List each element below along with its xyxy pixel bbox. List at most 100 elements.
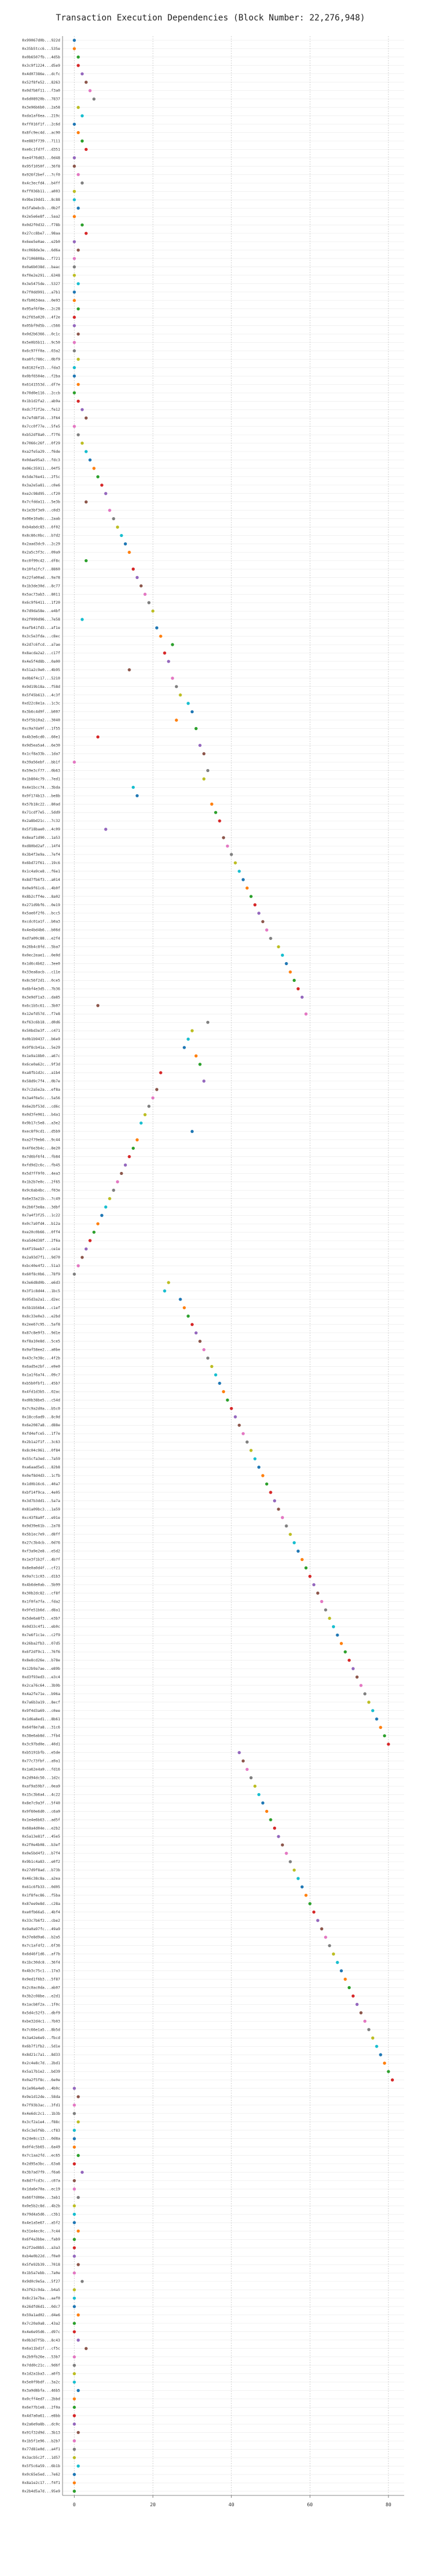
y-tick-label: 0x3a42e6e9...fbcd	[22, 2036, 61, 2040]
y-tick-label: 0x27c3b4cb...0d76	[22, 1541, 61, 1545]
data-point	[312, 1910, 316, 1914]
data-point	[84, 81, 88, 84]
data-point	[72, 122, 76, 126]
data-point	[159, 1071, 162, 1075]
y-tick-label: 0x4e4bd4b6...b06d	[22, 928, 61, 933]
data-point	[76, 2388, 80, 2393]
data-point	[222, 1390, 226, 1393]
data-point	[81, 618, 84, 621]
y-tick-label: 0x2b6f3e8a...3dbf	[22, 1205, 61, 1209]
y-tick-label: 0x60f8c0b6...78f9	[22, 1272, 61, 1277]
y-tick-label: 0x9d19b18a...f58d	[22, 685, 61, 689]
y-tick-label: 0x0ef8d4d3...1cfb	[22, 1474, 61, 1478]
data-point	[72, 2422, 76, 2426]
data-point	[76, 1264, 80, 1268]
data-point	[339, 1642, 343, 1645]
data-point	[186, 1314, 190, 1318]
y-tick-label: 0x7c1aa2fd...ec65	[22, 2154, 61, 2158]
data-point	[72, 366, 76, 369]
y-tick-label: 0xff036b11...a003	[22, 189, 61, 194]
data-point	[81, 1256, 84, 1259]
data-point	[135, 575, 139, 579]
y-tick-label: 0x59a1ad02...d4e6	[22, 2313, 61, 2317]
data-point	[72, 349, 76, 353]
y-tick-label: 0xbc40e4f2...51a3	[22, 1264, 61, 1268]
data-point	[174, 719, 178, 722]
y-tick-label: 0x4d07386e...dcfc	[22, 72, 61, 76]
data-point	[375, 2044, 378, 2048]
data-point	[92, 467, 96, 470]
data-point	[72, 189, 76, 193]
data-point	[76, 399, 80, 403]
y-tick-label: 0x51a2c9e0...4b95	[22, 668, 61, 672]
data-point	[72, 265, 76, 269]
y-tick-label: 0x8c04c961...0f84	[22, 1449, 61, 1453]
y-tick-label: 0xb52df8a0...f7f6	[22, 433, 61, 437]
data-point	[245, 886, 249, 890]
data-point	[312, 1583, 316, 1587]
y-tick-label: 0xf8a10e8d...5ce5	[22, 1340, 61, 1344]
data-point	[72, 2246, 76, 2249]
y-tick-label: 0x3b2c08be...e2d1	[22, 1994, 61, 1998]
y-tick-label: 0x0d7b8f11...f3a0	[22, 89, 61, 93]
y-tick-label: 0x0e5b2c8d...4b2b	[22, 2204, 61, 2208]
data-point	[174, 685, 178, 688]
data-point	[81, 441, 84, 445]
data-point	[135, 1138, 139, 1142]
y-tick-label: 0x3acb5c2f...1d57	[22, 2456, 61, 2460]
data-point	[108, 509, 111, 512]
data-point	[96, 1004, 100, 1007]
data-point	[72, 324, 76, 328]
data-point	[328, 1944, 331, 1948]
y-tick-label: 0x70d0e116...2ccb	[22, 391, 61, 395]
data-point	[72, 2447, 76, 2451]
y-tick-label: 0x7a6b3a19...8ecf	[22, 1700, 61, 1705]
data-point	[300, 995, 304, 999]
data-point	[269, 1491, 272, 1494]
y-tick-label: 0x50bd3e3f...c471	[22, 1029, 61, 1033]
data-point	[351, 1994, 355, 1998]
y-tick-label: 0x5f18bae0...4c09	[22, 827, 61, 832]
data-point	[81, 2280, 84, 2283]
y-tick-label: 0x9e1d12de...58da	[22, 2095, 61, 2099]
y-tick-label: 0x5c3e5f6b...cf83	[22, 2129, 61, 2133]
data-point	[198, 1063, 202, 1066]
y-tick-label: 0x1a1f6a74...09c7	[22, 1373, 61, 1377]
data-point	[297, 987, 300, 990]
y-tick-label: 0x2a5c3f3c...09a9	[22, 550, 61, 554]
data-point	[245, 1767, 249, 1771]
y-tick-label: 0x7066c26f...0f29	[22, 441, 61, 446]
data-point	[76, 2430, 80, 2434]
data-point	[190, 1130, 194, 1133]
data-point	[331, 1952, 336, 1956]
data-point	[331, 1625, 336, 1628]
data-point	[76, 2195, 80, 2200]
y-tick-label: 0x8e8cd26e...b78e	[22, 1658, 61, 1663]
y-tick-label: 0x5d4c52f3...dbf9	[22, 2011, 61, 2015]
y-tick-label: 0x52f8fe52...8263	[22, 81, 61, 85]
y-tick-label: 0x46c38c8a...a2ea	[22, 1877, 61, 1881]
y-tick-label: 0x6141553d...df7e	[22, 382, 61, 387]
data-point	[123, 1163, 128, 1167]
y-tick-label: 0x7f93b3ac...3fd1	[22, 2103, 61, 2108]
y-tick-label: 0x3c9f1224...d5e9	[22, 64, 61, 68]
x-tick-labels: 0 20 40 60 80	[73, 2502, 392, 2507]
data-point	[210, 802, 214, 806]
data-point	[245, 1440, 249, 1444]
y-tick-label: 0xaf9a59b7...0ea9	[22, 1784, 61, 1788]
y-tick-label: 0x8c33e0e3...e2bd	[22, 1314, 61, 1319]
data-point	[72, 47, 76, 51]
data-point	[76, 2229, 80, 2233]
y-tick-label: 0xb5191bfb...e5de	[22, 1751, 61, 1755]
data-point	[261, 1474, 265, 1477]
data-point	[76, 130, 80, 135]
y-tick-label: 0x8c21e7ba...aaf0	[22, 2296, 61, 2301]
y-tick-label: 0x1b804c79...7ed1	[22, 777, 61, 781]
data-point	[72, 2112, 76, 2115]
y-tick-label: 0xb5b0fbf1...45b7	[22, 1381, 61, 1385]
data-point	[383, 1734, 386, 1738]
data-point	[72, 2414, 76, 2417]
y-tick-label: 0xbe32d4c1...7b03	[22, 2019, 61, 2023]
data-point	[81, 2170, 84, 2174]
data-point	[128, 1155, 131, 1159]
